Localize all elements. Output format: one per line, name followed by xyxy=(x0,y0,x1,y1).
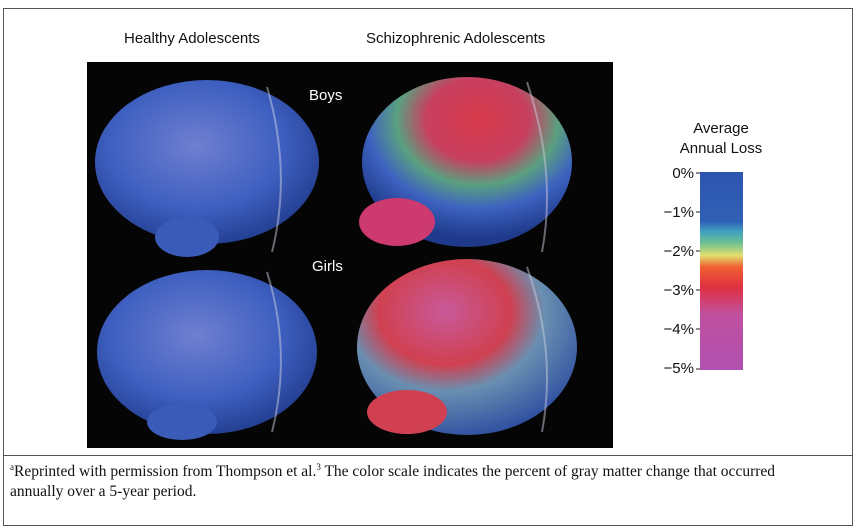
color-scale xyxy=(696,172,743,370)
scale-tick-label: −2% xyxy=(663,243,694,260)
footnote-text: The color scale indicates the percent of… xyxy=(10,463,776,500)
row-label: Boys xyxy=(309,87,343,104)
brain xyxy=(359,77,572,247)
footnote-marker: a xyxy=(10,462,14,472)
footnote: aReprinted with permission from Thompson… xyxy=(10,462,790,502)
column-label: Schizophrenic Adolescents xyxy=(366,30,546,47)
scale-tick-label: 0% xyxy=(672,165,694,182)
scale-tick-label: −1% xyxy=(663,204,694,221)
column-label: Healthy Adolescents xyxy=(124,30,260,47)
footnote-frame xyxy=(3,455,853,526)
brain xyxy=(95,80,319,257)
row-label: Girls xyxy=(312,258,343,275)
scale-title: Annual Loss xyxy=(679,140,763,157)
scale-tick-label: −4% xyxy=(663,321,694,338)
footnote-text: Reprinted with permission from Thompson … xyxy=(14,463,317,480)
scale-tick-label: −5% xyxy=(663,360,694,377)
brain xyxy=(97,270,317,440)
reference-number: 3 xyxy=(316,462,321,472)
scale-tick-label: −3% xyxy=(663,282,694,299)
brain-images xyxy=(87,62,613,448)
brain xyxy=(357,259,577,435)
scale-title: Average xyxy=(693,120,749,137)
